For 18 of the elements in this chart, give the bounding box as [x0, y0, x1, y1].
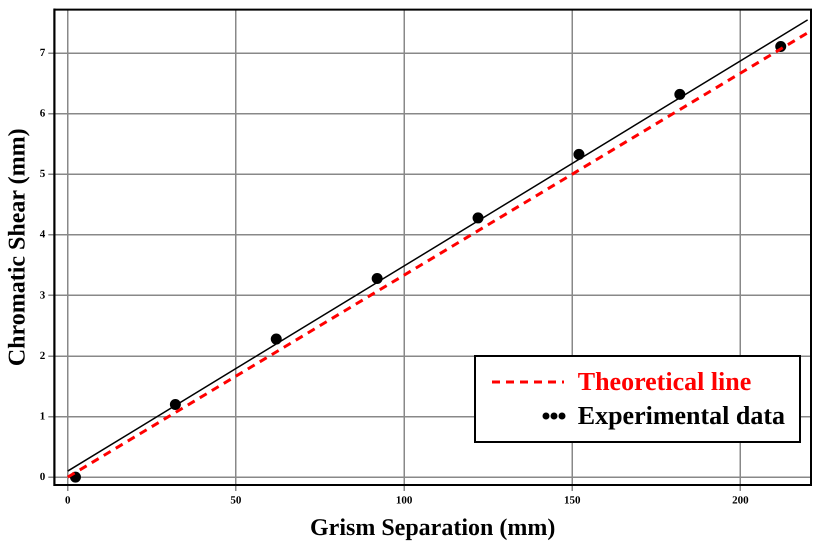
- y-tick-label: 3: [40, 289, 46, 302]
- y-tick-label: 1: [40, 410, 46, 422]
- x-axis-title: Grism Separation (mm): [310, 514, 556, 541]
- y-tick-label: 7: [40, 47, 46, 60]
- x-tick-label: 200: [732, 494, 750, 506]
- y-tick-label: 0: [40, 470, 46, 483]
- y-tick-label: 2: [40, 350, 46, 362]
- x-tick-label: 50: [230, 494, 242, 506]
- x-tick-label: 0: [65, 494, 71, 506]
- y-axis-title: Chromatic Shear (mm): [4, 128, 31, 366]
- legend-label: Theoretical line: [578, 367, 752, 397]
- x-tick-label: 100: [396, 494, 413, 506]
- y-tick-label: 4: [40, 228, 46, 241]
- y-tick-label: 6: [40, 108, 46, 120]
- point: [573, 148, 584, 160]
- x-tick-label: 150: [564, 494, 581, 506]
- legend-label: Experimental data: [578, 401, 785, 431]
- y-tick-label: 5: [40, 168, 46, 180]
